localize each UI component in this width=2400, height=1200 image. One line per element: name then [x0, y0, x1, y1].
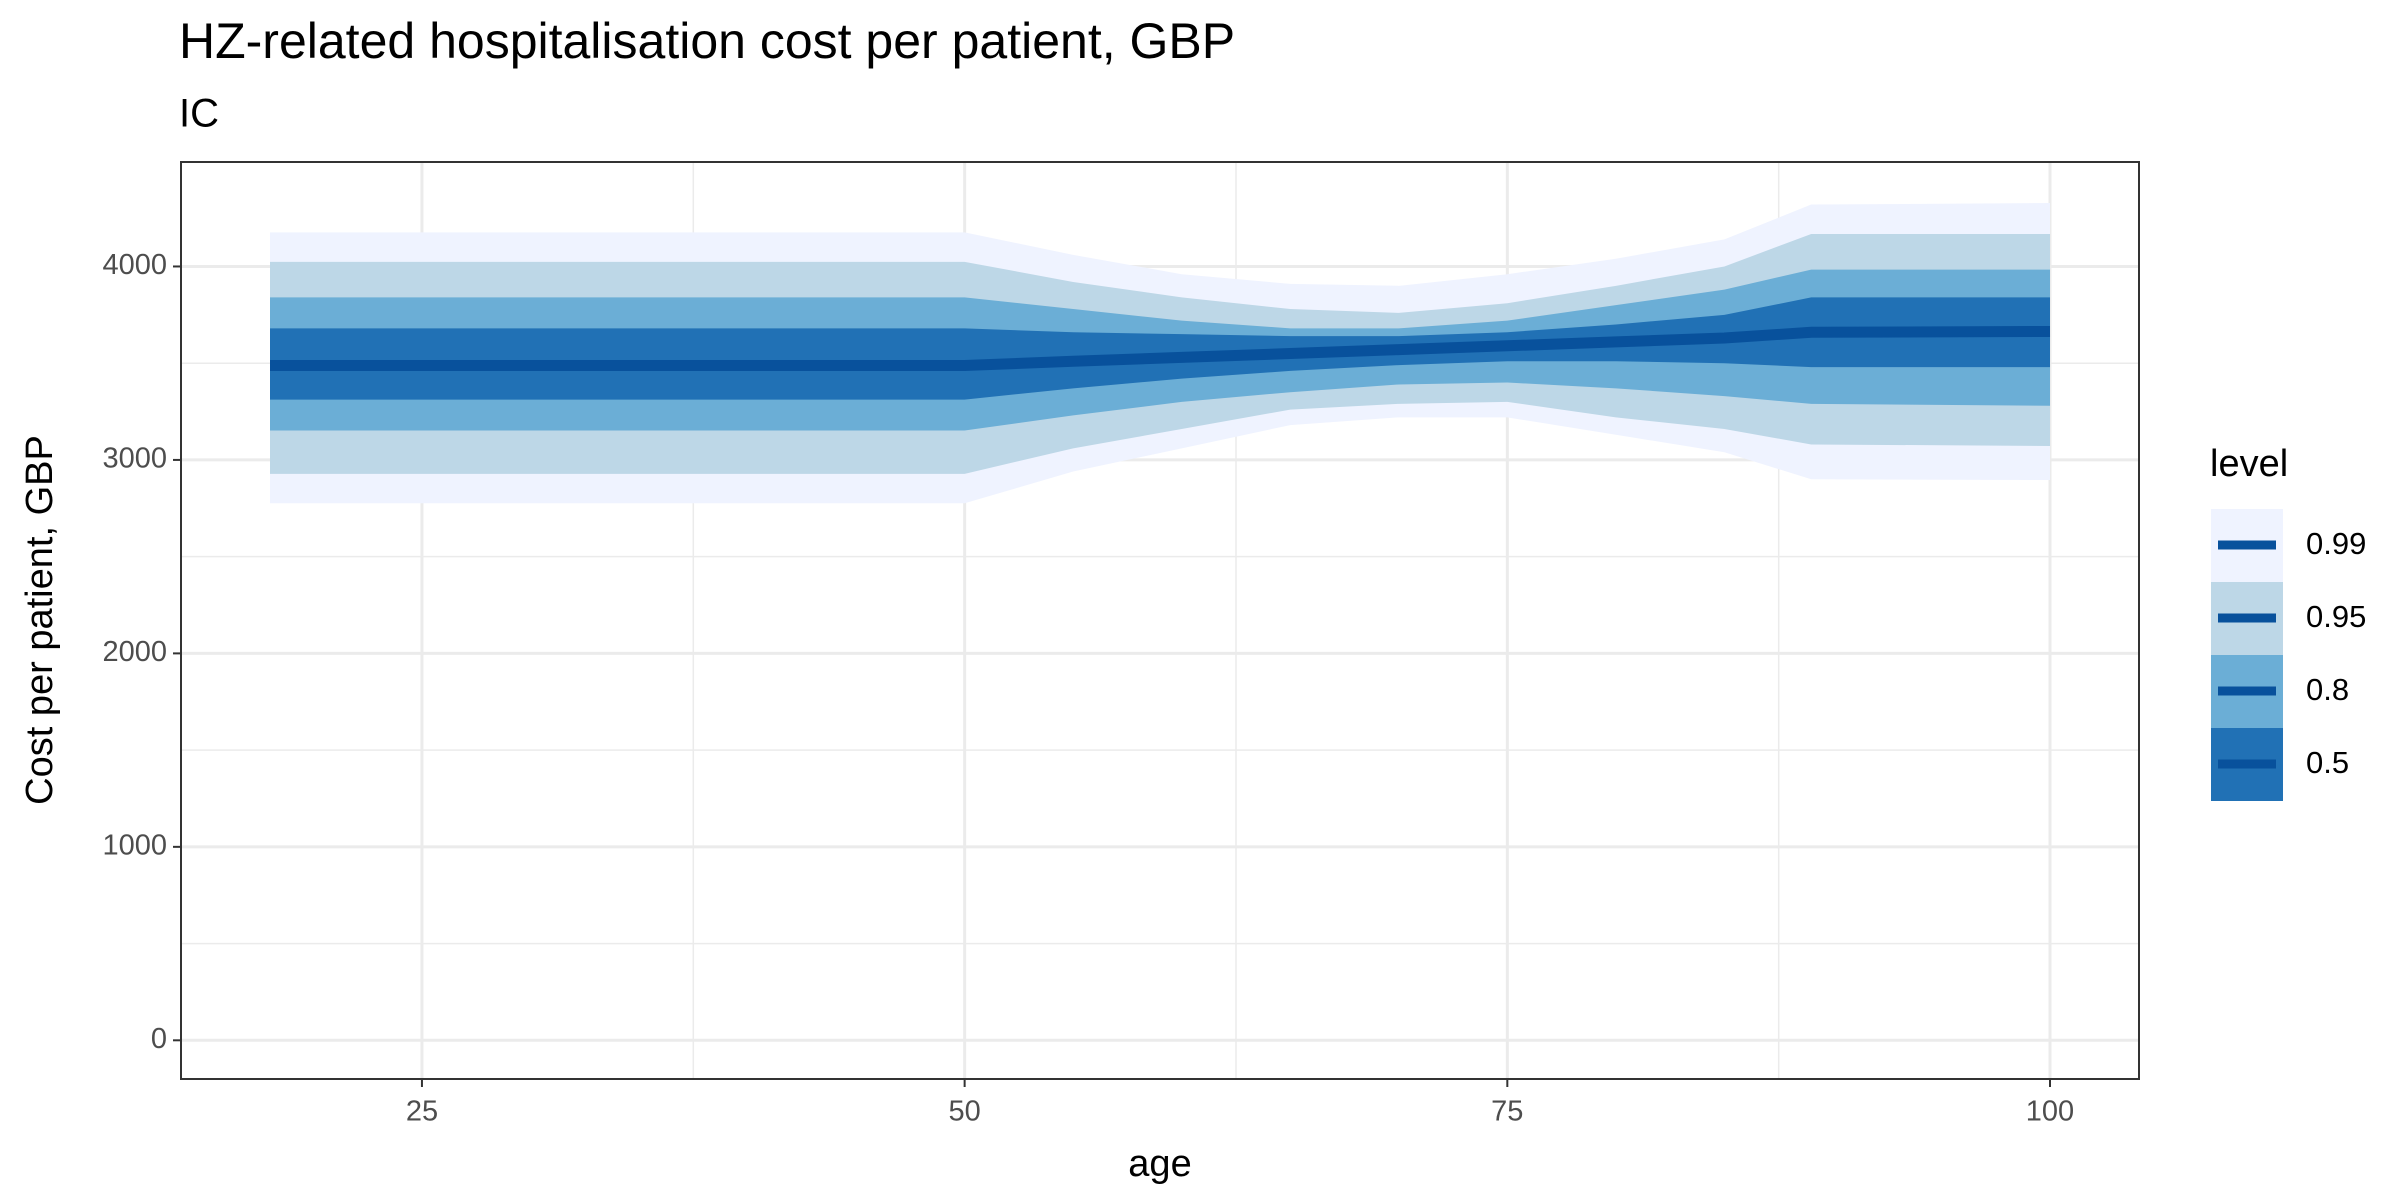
legend-label: 0.8 [2306, 672, 2349, 707]
x-tick-label: 25 [406, 1096, 438, 1128]
legend-label: 0.95 [2306, 599, 2366, 634]
panel-border [180, 161, 2140, 1080]
median-line [270, 325, 2051, 372]
y-tick-label: 4000 [102, 249, 167, 281]
y-tick-label: 0 [151, 1023, 167, 1055]
y-tick-label: 2000 [102, 636, 167, 668]
legend-label: 0.5 [2306, 745, 2349, 780]
y-tick-label: 3000 [102, 443, 167, 475]
ribbon [270, 297, 2050, 400]
y-axis-title: Cost per patient, GBP [19, 435, 61, 805]
chart-title: HZ-related hospitalisation cost per pati… [179, 13, 1235, 69]
x-tick-label: 100 [2026, 1096, 2074, 1128]
legend-title: level [2210, 443, 2288, 485]
y-tick-label: 1000 [102, 830, 167, 862]
x-tick-label: 75 [1491, 1096, 1523, 1128]
x-axis-title: age [1128, 1143, 1191, 1185]
chart-subtitle: IC [179, 92, 219, 136]
x-tick-label: 50 [949, 1096, 981, 1128]
legend-label: 0.99 [2306, 526, 2366, 561]
